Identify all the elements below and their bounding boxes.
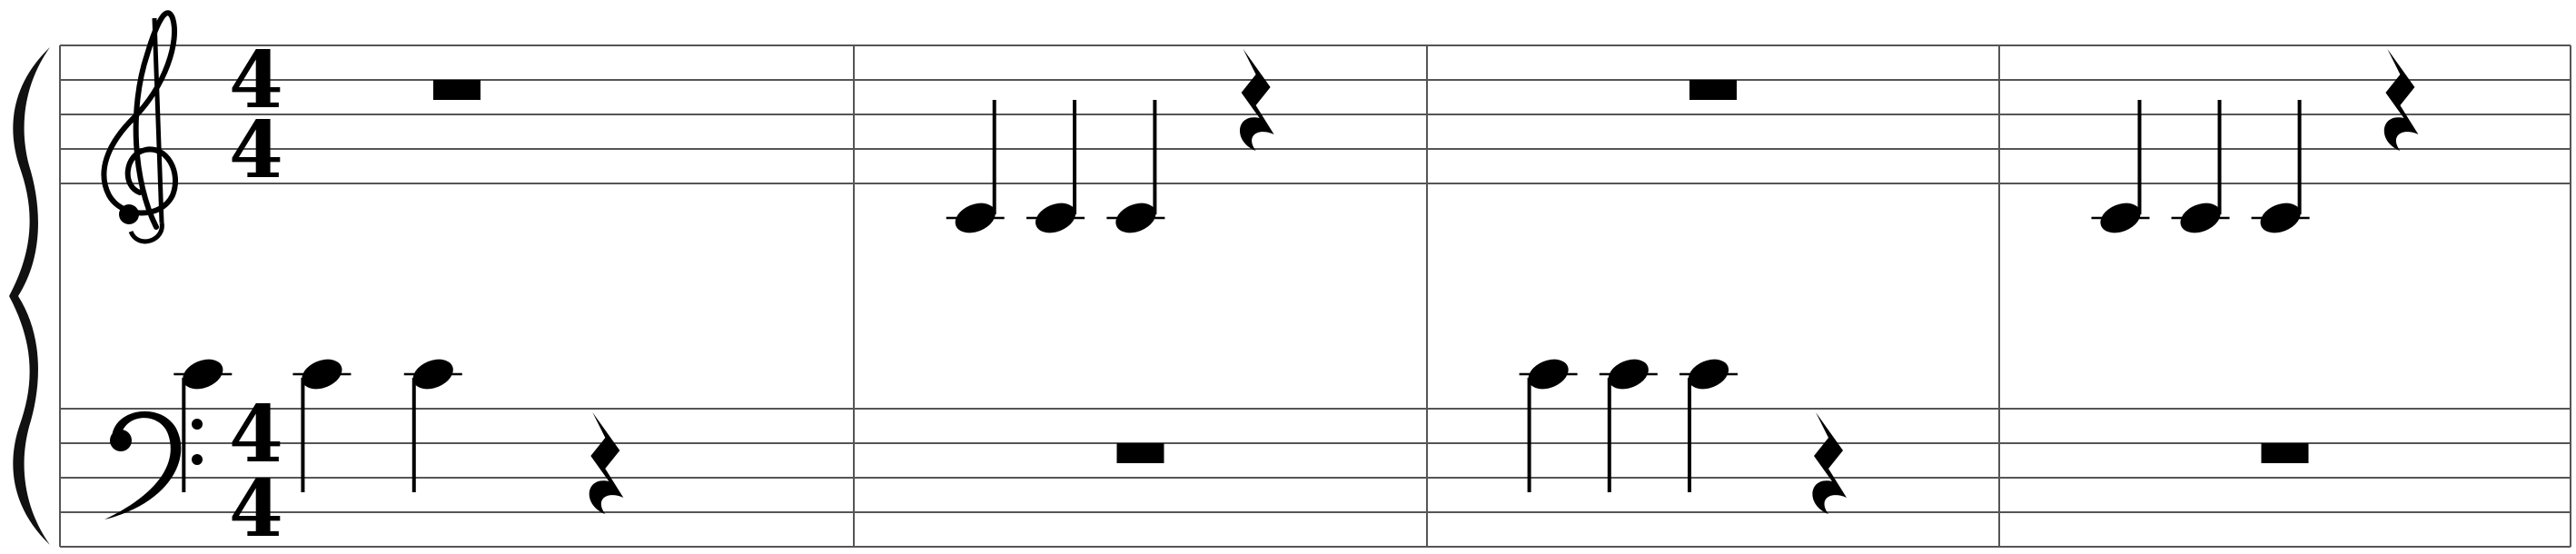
notehead (1528, 359, 1569, 390)
quarter-rest (1239, 49, 1274, 151)
notehead (1115, 203, 1156, 233)
quarter-note (173, 359, 233, 492)
bass-time-signature: 4 4 (229, 389, 283, 554)
quarter-note (2091, 100, 2150, 233)
notehead (183, 359, 223, 390)
bass-clef (104, 411, 203, 519)
notehead (2260, 203, 2301, 233)
quarter-note (2171, 100, 2230, 233)
whole-rest (433, 80, 481, 100)
quarter-note (1106, 100, 1165, 233)
whole-rest (1116, 443, 1164, 463)
quarter-note (946, 100, 1005, 233)
notehead (302, 359, 342, 390)
quarter-note (2251, 100, 2310, 233)
notehead (955, 203, 996, 233)
notehead (412, 359, 453, 390)
treble-time-signature: 4 4 (229, 35, 283, 196)
quarter-rest (1812, 412, 1847, 514)
quarter-note (292, 359, 352, 492)
barlines (59, 45, 2571, 547)
quarter-note (1679, 359, 1738, 492)
time-sig-denominator: 4 (229, 104, 283, 196)
music-symbols (173, 49, 2419, 514)
notehead (2100, 203, 2141, 233)
quarter-rest (589, 412, 624, 514)
time-sig-denominator: 4 (229, 463, 283, 554)
quarter-note (1599, 359, 1658, 492)
quarter-note (1519, 359, 1578, 492)
time-sig-numerator: 4 (229, 389, 283, 480)
staff-lines (60, 45, 2571, 548)
treble-clef (101, 10, 179, 244)
notehead (1608, 359, 1649, 390)
grand-staff-brace (9, 47, 50, 545)
notehead (2180, 203, 2221, 233)
whole-rest (2261, 443, 2309, 463)
notehead (1688, 359, 1729, 390)
quarter-note (403, 359, 462, 492)
quarter-note (1026, 100, 1085, 233)
time-sig-numerator: 4 (229, 35, 283, 126)
notehead (1035, 203, 1076, 233)
quarter-rest (2383, 49, 2419, 151)
whole-rest (1689, 80, 1737, 100)
